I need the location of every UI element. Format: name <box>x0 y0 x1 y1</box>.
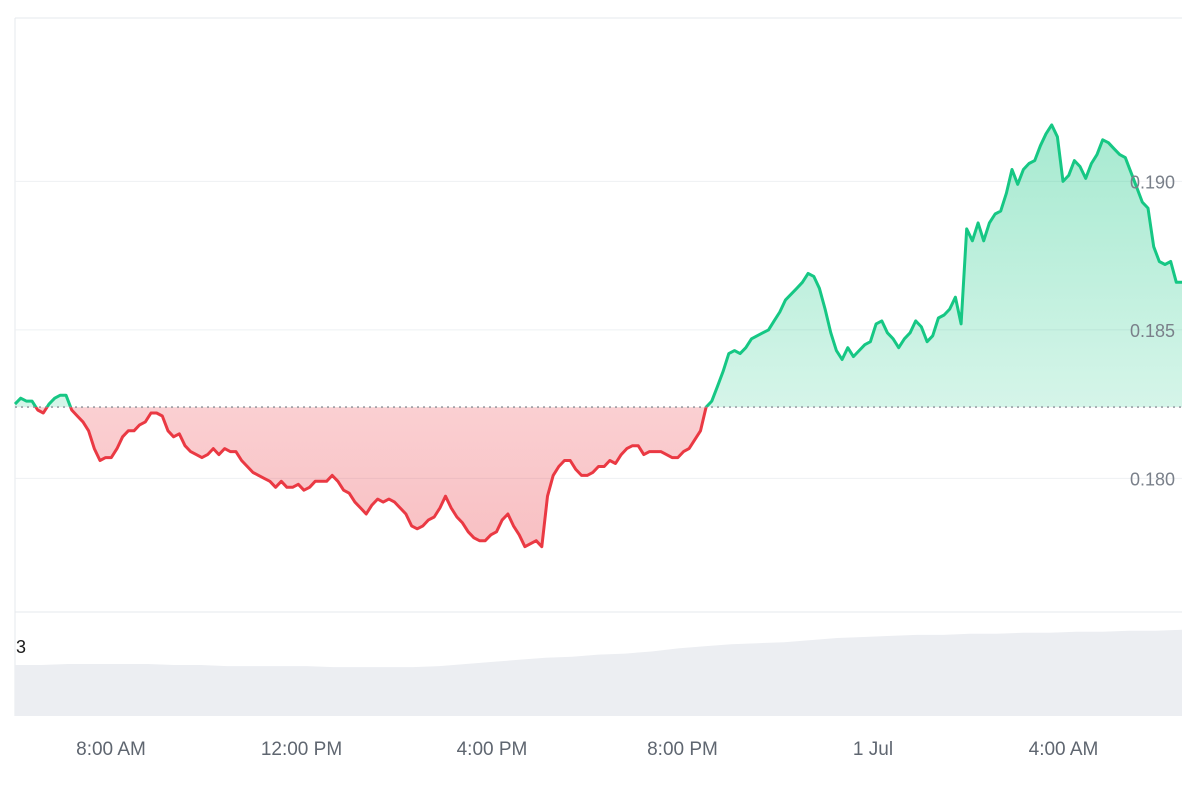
volume-series <box>15 629 1182 716</box>
x-axis-ticks: 8:00 AM 12:00 PM 4:00 PM 8:00 PM 1 Jul 4:00 A… <box>76 739 1098 760</box>
chart-frame <box>14 17 1182 716</box>
y-axis-ticks: 0.180 0.185 0.190 <box>1130 172 1175 489</box>
x-tick-label: 8:00 AM <box>76 739 146 760</box>
area-below-baseline <box>15 407 1182 547</box>
x-tick-label: 4:00 AM <box>1029 739 1099 760</box>
volume-area <box>15 629 1182 716</box>
volume-scale-label: 3 <box>16 637 26 657</box>
price-line-above <box>13 123 1182 408</box>
x-tick-label: 12:00 PM <box>261 739 342 760</box>
y-tick-label: 0.190 <box>1130 172 1175 192</box>
y-tick-label: 0.180 <box>1130 469 1175 489</box>
x-tick-label: 1 Jul <box>853 739 893 760</box>
x-tick-label: 4:00 PM <box>457 739 528 760</box>
y-tick-label: 0.185 <box>1130 321 1175 341</box>
x-tick-label: 8:00 PM <box>647 739 718 760</box>
price-line <box>13 123 1182 549</box>
price-line-below <box>34 407 709 549</box>
